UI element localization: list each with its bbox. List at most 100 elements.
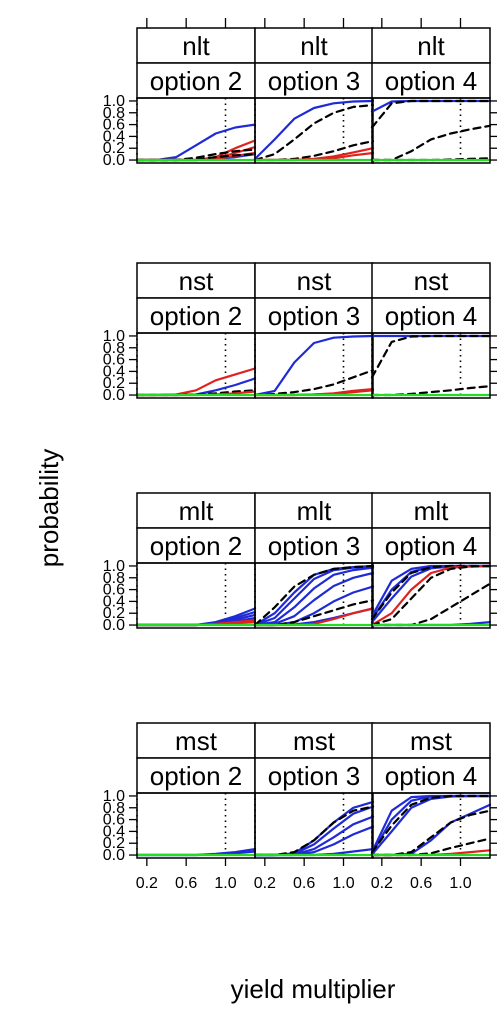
panel-frame [254, 97, 374, 164]
strip-group [371, 492, 491, 529]
x-tick-label: 1.0 [332, 875, 354, 892]
panel-nst-option-3: nst option 3 [253, 262, 375, 399]
panel-nst-option-2: nst option 2 0.00.20.40.60.81.0 [103, 262, 257, 404]
ticks-layer: 0.2 0.6 1.0 0.2 0.6 1.0 0.2 0.6 1.0 [136, 18, 472, 892]
series-line-black-dashed [370, 564, 492, 627]
x-tick-label: 1.0 [214, 875, 236, 892]
panel-mst-option-3: mst option 3 [253, 722, 375, 859]
series-line-blue [253, 815, 375, 857]
panel-frame [371, 332, 491, 399]
y-tick-label: 0.0 [103, 617, 125, 634]
strip-option-label: option 2 [150, 66, 243, 96]
strip-group-label: nlt [417, 31, 445, 61]
strip-group-label: nlt [300, 31, 328, 61]
y-tick-label: 1.0 [103, 558, 125, 575]
strip-option-label: option 2 [150, 301, 243, 331]
y-tick-label: 0.6 [103, 117, 125, 134]
panel-mlt-option-3: mlt option 3 [253, 492, 375, 629]
series-line-blue [253, 565, 375, 627]
y-tick-label: 0.4 [103, 823, 125, 840]
panel-mst-option-2: mst option 2 0.00.20.40.60.81.0 [103, 722, 257, 864]
strip-group [371, 722, 491, 759]
y-tick-label: 0.2 [103, 605, 125, 622]
strip-option [371, 297, 491, 334]
strip-option-label: option 3 [268, 761, 361, 791]
y-axis-title: probability [34, 449, 64, 568]
y-tick-label: 0.4 [103, 593, 125, 610]
strip-group-label: nst [414, 266, 449, 296]
strip-option [254, 297, 374, 334]
strip-group [136, 722, 256, 759]
y-tick-label: 0.0 [103, 847, 125, 864]
y-tick-label: 0.2 [103, 375, 125, 392]
panel-frame [371, 562, 491, 629]
series-line-black-dashed [370, 794, 492, 854]
strip-option [371, 757, 491, 794]
strip-group-label: mlt [179, 496, 214, 526]
strip-group-label: nst [297, 266, 332, 296]
series-line-black-dashed [253, 140, 375, 162]
panel-frame [371, 792, 491, 859]
y-tick-label: 0.8 [103, 570, 125, 587]
y-tick-label: 1.0 [103, 93, 125, 110]
strip-option-label: option 3 [268, 66, 361, 96]
series-line-blue [370, 794, 492, 856]
series-line-black-dashed [253, 103, 375, 162]
y-tick-label: 1.0 [103, 328, 125, 345]
series-line-black-dashed [370, 99, 492, 129]
strip-option [136, 62, 256, 99]
strip-option [371, 62, 491, 99]
y-tick-label: 0.8 [103, 340, 125, 357]
strip-group-label: mst [410, 726, 453, 756]
y-tick-label: 0.6 [103, 812, 125, 829]
y-tick-label: 0.8 [103, 800, 125, 817]
x-tick-label: 0.6 [175, 875, 197, 892]
strip-group [136, 27, 256, 64]
y-tick-label: 0.4 [103, 363, 125, 380]
series-line-blue [370, 794, 492, 855]
strip-option [136, 527, 256, 564]
series-line-blue [253, 566, 375, 627]
strip-option-label: option 2 [150, 531, 243, 561]
strip-option-label: option 3 [268, 531, 361, 561]
strip-group-label: mst [175, 726, 218, 756]
x-tick-label: 1.0 [449, 875, 471, 892]
x-tick-label: 0.2 [136, 875, 158, 892]
x-tick-label: 0.6 [293, 875, 315, 892]
strip-option-label: option 3 [268, 301, 361, 331]
y-tick-label: 1.0 [103, 788, 125, 805]
y-tick-label: 0.0 [103, 387, 125, 404]
panel-frame [254, 792, 374, 859]
x-axis-title: yield multiplier [231, 974, 396, 1004]
y-tick-label: 0.8 [103, 105, 125, 122]
strip-group-label: mlt [414, 496, 449, 526]
panel-frame [136, 332, 256, 399]
panel-nlt-option-4: nlt option 4 [370, 27, 497, 164]
strip-option [371, 527, 491, 564]
x-tick-label: 0.6 [410, 875, 432, 892]
strip-option-label: option 2 [150, 761, 243, 791]
strip-group-label: nlt [182, 31, 210, 61]
series-line-blue [253, 334, 375, 397]
strip-option-label: option 4 [385, 531, 478, 561]
x-tick-label: 0.2 [371, 875, 393, 892]
strip-group-label: mst [293, 726, 336, 756]
strip-group [254, 722, 374, 759]
panel-mst-option-4: mst option 4 [370, 722, 497, 859]
panel-nst-option-4: nst option 4 [370, 262, 497, 399]
x-tick-label: 0.2 [254, 875, 276, 892]
panel-nlt-option-2: nlt option 2 0.00.20.40.60.81.0 [103, 27, 257, 169]
strip-option-label: option 4 [385, 66, 478, 96]
series-line-blue [253, 805, 375, 857]
strip-group-label: nst [179, 266, 214, 296]
strip-option-label: option 4 [385, 301, 478, 331]
strip-group [136, 262, 256, 299]
series-line-black-dashed [370, 124, 492, 162]
y-tick-label: 0.0 [103, 152, 125, 169]
series-line-black-dashed [253, 564, 375, 627]
y-tick-label: 0.2 [103, 835, 125, 852]
panel-frame [254, 332, 374, 399]
panel-frame [371, 97, 491, 164]
